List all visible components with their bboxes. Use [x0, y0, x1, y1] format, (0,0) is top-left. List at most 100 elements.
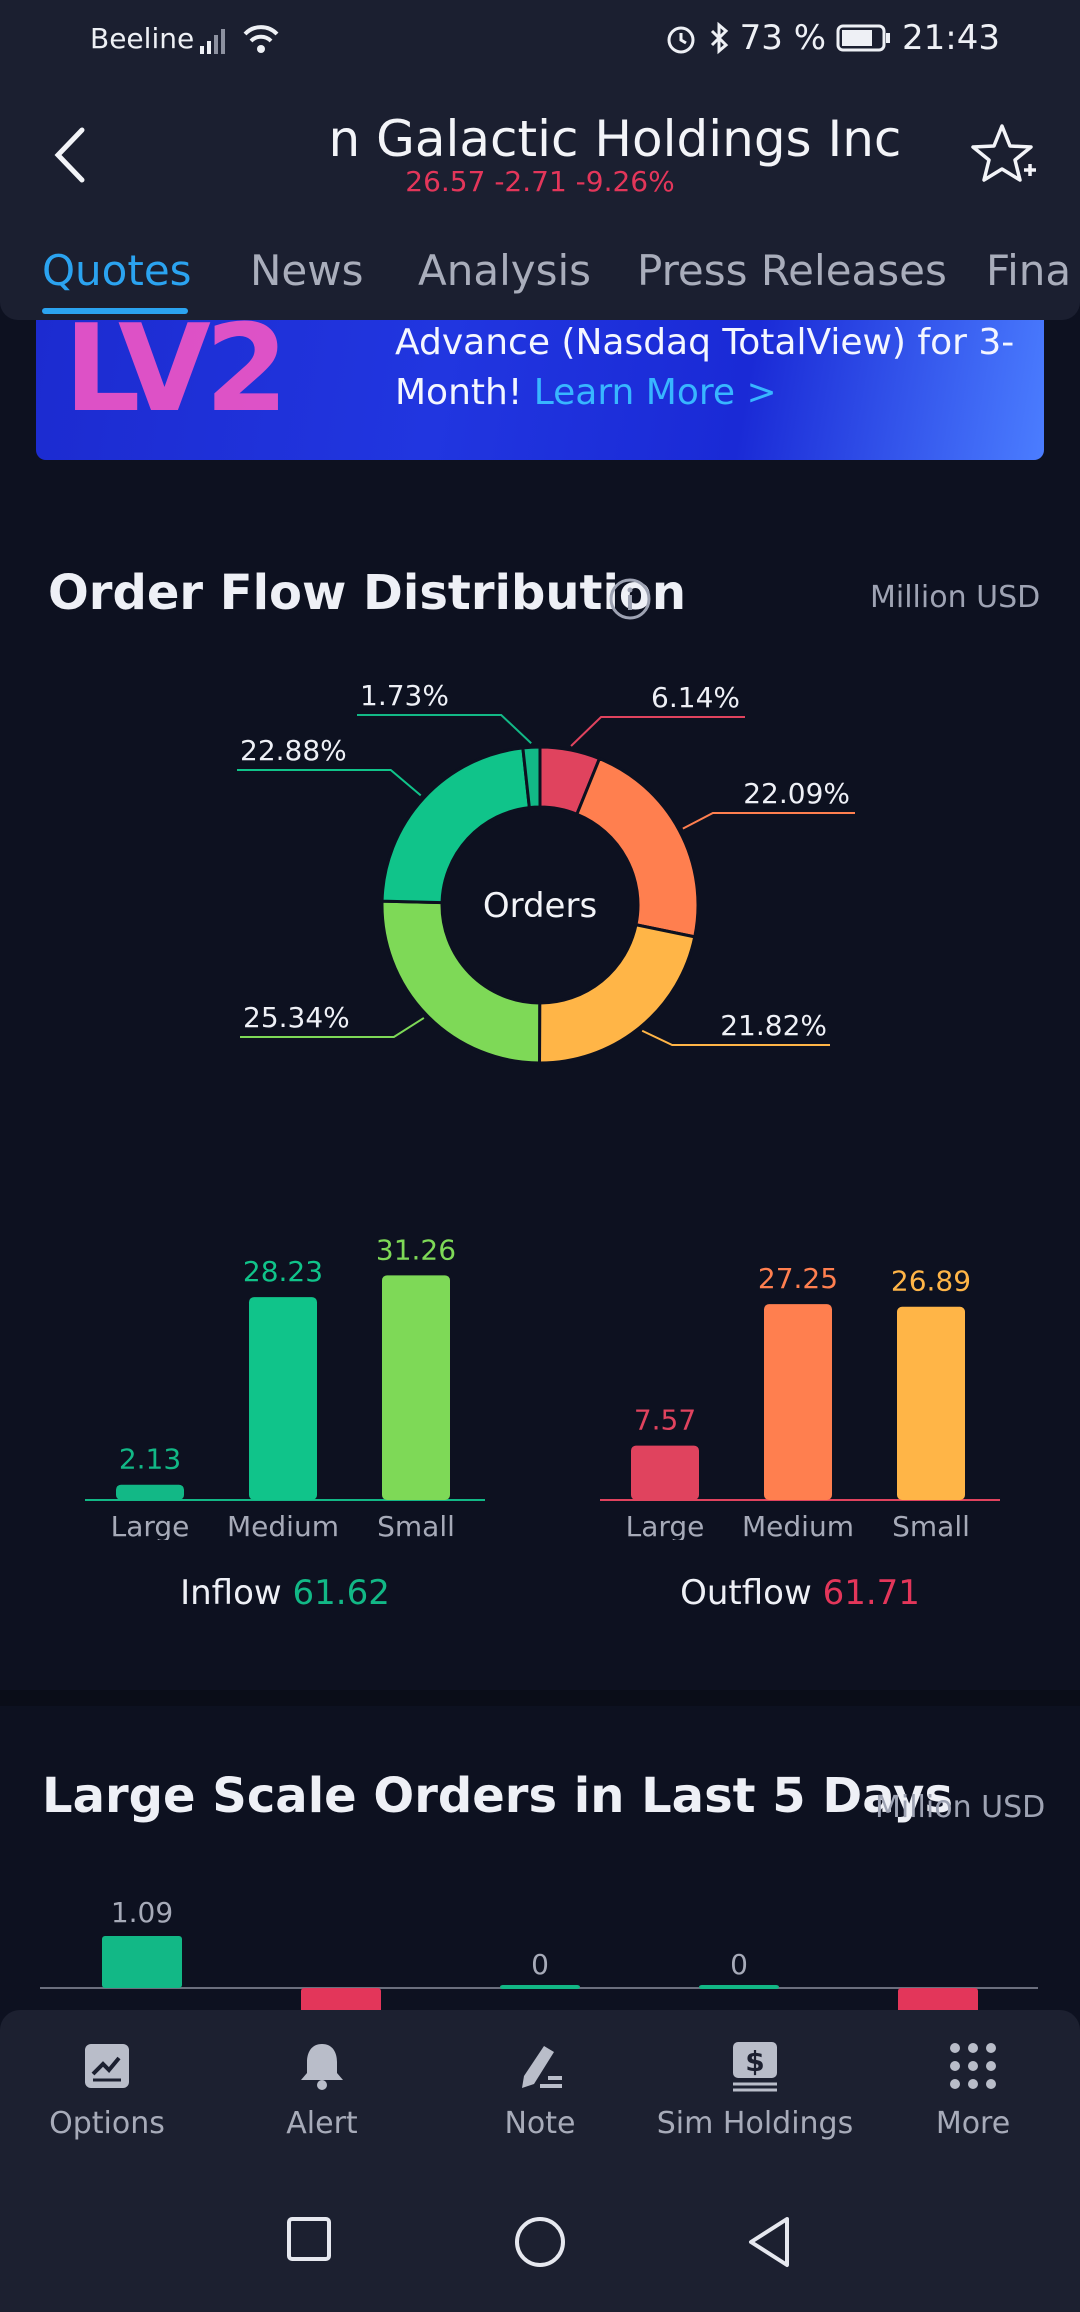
donut-leader-line	[237, 769, 422, 797]
large-order-value-label: 0	[531, 1948, 549, 1981]
large-order-bar	[699, 1985, 779, 1989]
donut-slice-label: 6.14%	[651, 681, 740, 714]
large-order-value-label: 1.09	[111, 1896, 173, 1929]
donut-slice	[537, 922, 697, 1065]
wifi-icon	[243, 25, 279, 53]
donut-slice-label: 25.34%	[243, 1001, 350, 1034]
large-order-bar	[898, 1988, 978, 2010]
inflow-summary: Inflow 61.62	[85, 1573, 485, 1613]
options-icon	[85, 2044, 129, 2088]
nav-note-label: Note	[504, 2106, 576, 2141]
grid-icon	[950, 2043, 996, 2089]
bar-category-label: Small	[892, 1510, 970, 1540]
tab-press-releases[interactable]: Press Releases	[637, 246, 947, 295]
title-fade	[140, 100, 290, 180]
status-right: 73 % 21:43	[664, 18, 1000, 58]
donut-leader-line	[357, 714, 532, 744]
learn-more-link[interactable]: Learn More >	[533, 372, 777, 413]
bluetooth-icon	[710, 21, 728, 55]
inflow-value: 61.62	[292, 1573, 390, 1613]
outflow-label: Outflow	[680, 1573, 812, 1613]
donut-leader-line	[641, 1029, 830, 1046]
large-order-bar	[500, 1985, 580, 1989]
order-flow-donut-chart: 6.14% 22.09% 21.82% 25.34% 22.88% 1.73% Orders	[237, 679, 855, 1065]
info-icon[interactable]	[608, 577, 652, 621]
nav-sim-holdings-label: Sim Holdings	[656, 2106, 854, 2141]
nav-options-label: Options	[49, 2106, 165, 2141]
bar-value-label: 26.89	[891, 1265, 971, 1298]
order-flow-unit: Million USD	[870, 580, 1041, 615]
large-order-value-label: 0	[730, 1948, 748, 1981]
nav-sim-holdings[interactable]: $ Sim Holdings	[655, 2040, 855, 2141]
bar-value-label: 7.57	[634, 1404, 696, 1437]
bar	[249, 1297, 317, 1500]
donut-slice	[380, 899, 542, 1065]
large-orders-title: Large Scale Orders in Last 5 Days	[42, 1768, 954, 1824]
outflow-bar-chart: 7.57 Large 27.25 Medium 26.89 Small	[600, 1262, 1000, 1540]
signal-icon	[200, 29, 225, 54]
order-flow-title: Order Flow Distribution	[48, 565, 687, 621]
section-divider	[0, 1690, 1080, 1706]
donut-slice-label: 21.82%	[720, 1009, 827, 1042]
recent-apps-icon[interactable]	[285, 2215, 335, 2265]
tab-news[interactable]: News	[250, 246, 364, 295]
bar-category-label: Large	[626, 1510, 705, 1540]
tab-bar: Quotes News Analysis Press Releases Fina	[0, 240, 1080, 320]
lv2-logo: LV2	[64, 300, 288, 439]
donut-slice	[521, 745, 542, 810]
nav-more[interactable]: More	[873, 2040, 1073, 2141]
promo-banner[interactable]	[36, 320, 1044, 460]
dollar-icon: $	[733, 2042, 777, 2092]
bar	[116, 1484, 184, 1500]
donut-slice-label: 22.88%	[240, 734, 347, 767]
bar-category-label: Small	[377, 1510, 455, 1540]
bar-category-label: Medium	[742, 1510, 854, 1540]
active-tab-indicator	[42, 308, 188, 314]
bell-icon	[301, 2044, 343, 2090]
bar-value-label: 27.25	[758, 1262, 838, 1295]
back-icon[interactable]	[40, 120, 100, 190]
carrier-label: Beeline	[90, 22, 195, 55]
bar-category-label: Large	[111, 1510, 190, 1540]
large-orders-bar-chart: 1.09 0 0	[40, 1896, 1038, 2010]
large-order-bar	[301, 1988, 381, 2010]
bar	[631, 1445, 699, 1500]
donut-slice-label: 1.73%	[360, 679, 449, 712]
donut-slice	[380, 746, 532, 905]
tab-quotes[interactable]: Quotes	[42, 246, 192, 295]
page-title: n Galactic Holdings Inc	[328, 110, 902, 168]
donut-leader-line	[240, 1017, 425, 1038]
tab-financials[interactable]: Fina	[986, 246, 1072, 295]
bar-value-label: 28.23	[243, 1255, 323, 1288]
inflow-bar-chart: 2.13 Large 28.23 Medium 31.26 Small	[85, 1233, 485, 1540]
large-order-bar	[102, 1936, 182, 1988]
system-back-icon[interactable]	[745, 2215, 795, 2269]
donut-leader-line	[682, 812, 855, 830]
status-bar: Beeline 73 % 21:43	[0, 0, 1080, 80]
nav-alert-label: Alert	[286, 2106, 358, 2141]
bar-category-label: Medium	[227, 1510, 339, 1540]
bar	[764, 1304, 832, 1500]
alarm-icon	[667, 26, 695, 54]
banner-text: Advance (Nasdaq TotalView) for 3-Month! …	[395, 322, 1015, 413]
home-icon[interactable]	[513, 2215, 567, 2269]
donut-center-label: Orders	[483, 886, 597, 926]
donut-leader-line	[570, 716, 745, 747]
nav-options[interactable]: Options	[7, 2040, 207, 2141]
outflow-summary: Outflow 61.71	[600, 1573, 1000, 1613]
outflow-value: 61.71	[822, 1573, 920, 1613]
donut-slice-label: 22.09%	[743, 777, 850, 810]
star-add-icon[interactable]	[970, 120, 1040, 190]
quote-change: 26.57 -2.71 -9.26%	[405, 165, 675, 198]
battery-icon	[836, 24, 891, 52]
bar-value-label: 31.26	[376, 1233, 456, 1266]
large-orders-unit: Million USD	[875, 1790, 1046, 1825]
nav-note[interactable]: Note	[440, 2040, 640, 2141]
svg-text:$: $	[745, 2045, 764, 2078]
nav-more-label: More	[935, 2106, 1011, 2141]
pen-icon	[522, 2046, 562, 2088]
bar	[897, 1306, 965, 1500]
tab-analysis[interactable]: Analysis	[418, 246, 592, 295]
nav-alert[interactable]: Alert	[222, 2040, 422, 2141]
battery-percent: 73 %	[739, 18, 827, 58]
